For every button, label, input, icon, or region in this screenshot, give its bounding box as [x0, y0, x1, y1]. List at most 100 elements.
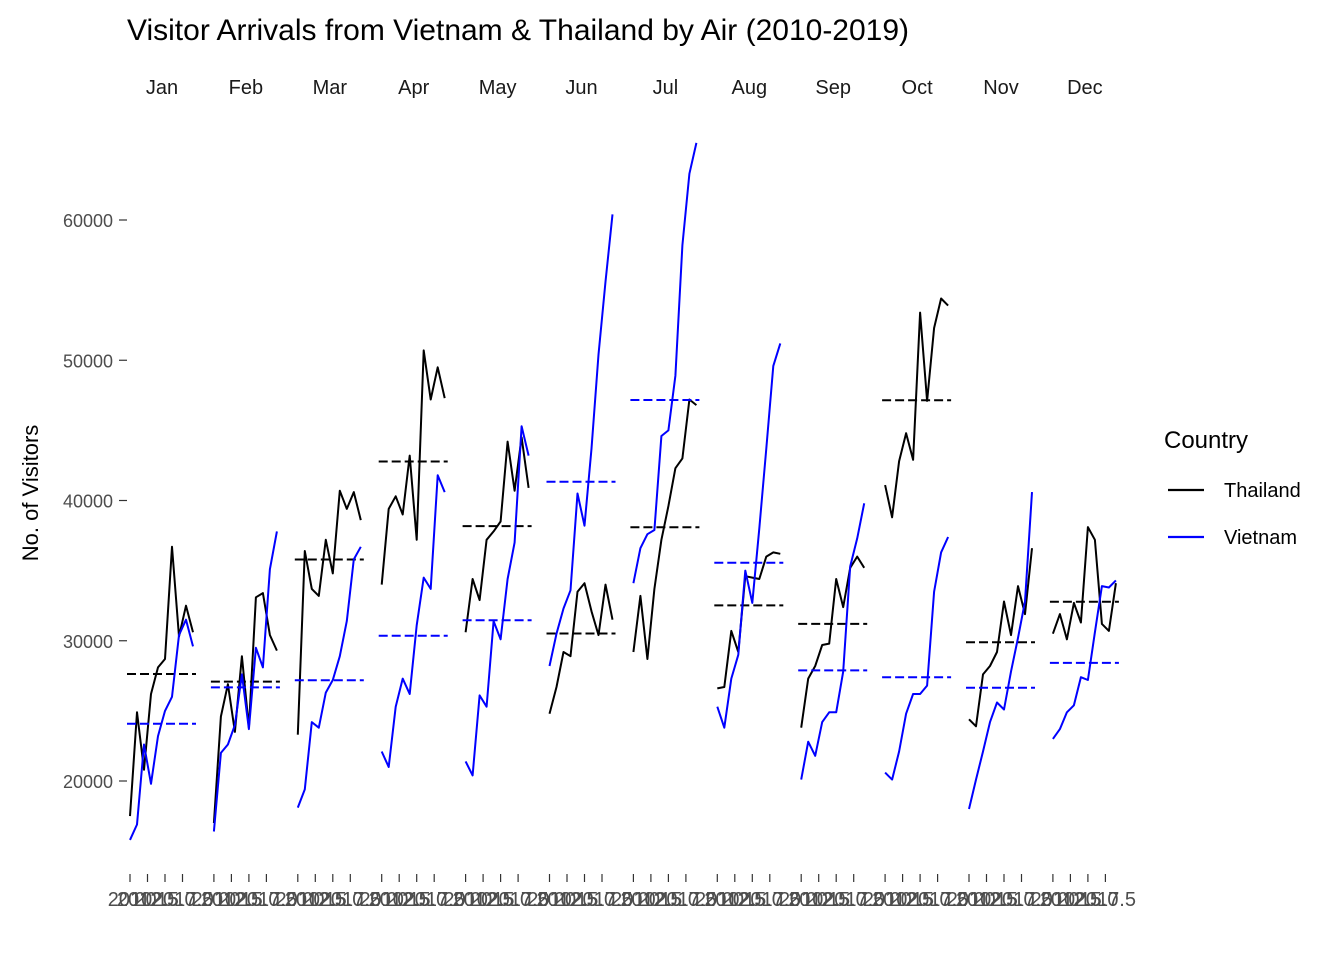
x-tick-label: 2017.5 [320, 889, 381, 911]
x-tick-label: 2017.5 [488, 889, 549, 911]
x-tick-label: 2017.5 [1075, 889, 1136, 911]
legend-label-thailand: Thailand [1224, 480, 1301, 502]
x-tick-label: 2017.5 [152, 889, 213, 911]
line-thailand-oct [884, 297, 949, 519]
line-thailand-apr [380, 349, 446, 585]
strip-label-oct: Oct [902, 77, 934, 99]
x-tick-label: 2012.5 [117, 889, 178, 911]
x-tick-label: 2012.5 [453, 889, 514, 911]
line-vietnam-jun [548, 214, 614, 667]
x-tick-label: 2015.0 [470, 889, 531, 911]
x-tick-label: 2017.5 [991, 889, 1052, 911]
line-vietnam-dec [1052, 579, 1117, 740]
x-tick-label: 2010 [611, 889, 656, 911]
x-tick-label: 2015.0 [722, 889, 783, 911]
x-tick-label: 2015.0 [638, 889, 699, 911]
x-tick-label: 2017.5 [655, 889, 716, 911]
line-vietnam-feb [212, 531, 278, 832]
x-tick-label: 2010 [947, 889, 992, 911]
line-thailand-dec [1051, 526, 1117, 641]
strip-label-jul: Jul [653, 77, 679, 99]
line-thailand-sep [800, 555, 866, 728]
x-tick-label: 2012.5 [536, 889, 597, 911]
x-tick-label: 2012.5 [872, 889, 933, 911]
x-tick-label: 2017.5 [571, 889, 632, 911]
x-tick-label: 2015.0 [386, 889, 447, 911]
facet-strip-labels: Jan Feb Mar Apr May Jun Jul Aug Sep Oct Nov Dec [146, 77, 1103, 99]
x-tick-label: 2017.5 [907, 889, 968, 911]
y-tick-label: 30000 [63, 632, 113, 652]
legend-title: Country [1164, 427, 1248, 454]
line-vietnam-jul [632, 142, 698, 584]
legend: Country Thailand Vietnam [1164, 427, 1301, 549]
x-tick-label: 2012.5 [620, 889, 681, 911]
strip-label-dec: Dec [1067, 77, 1103, 99]
line-vietnam-apr [380, 474, 446, 768]
strip-label-jan: Jan [146, 77, 178, 99]
x-tick-label: 2010 [863, 889, 908, 911]
line-thailand-jan [129, 545, 194, 817]
x-tick-label: 2010 [108, 889, 153, 911]
line-thailand-mar [296, 489, 362, 735]
line-thailand-jun [548, 582, 614, 714]
strip-label-aug: Aug [732, 77, 768, 99]
line-vietnam-mar [296, 546, 362, 808]
x-tick-label: 2010 [192, 889, 237, 911]
y-tick-label: 20000 [63, 772, 113, 792]
line-vietnam-jan [129, 618, 194, 841]
line-vietnam-oct [884, 536, 950, 781]
x-tick-label: 2010 [359, 889, 404, 911]
x-tick-label: 2012.5 [369, 889, 430, 911]
line-vietnam-aug [716, 343, 782, 729]
x-tick-label: 2012.5 [788, 889, 849, 911]
x-tick-label: 2015.0 [554, 889, 615, 911]
x-tick-label: 2010 [527, 889, 572, 911]
x-tick-label: 2015.0 [890, 889, 951, 911]
x-tick-label: 2015.0 [134, 889, 195, 911]
line-vietnam-may [464, 425, 530, 777]
legend-label-vietnam: Vietnam [1224, 527, 1297, 549]
line-vietnam-nov [968, 492, 1033, 810]
strip-label-may: May [479, 77, 517, 99]
y-tick-label: 40000 [63, 492, 113, 512]
line-thailand-jul [632, 398, 698, 660]
strip-label-feb: Feb [229, 77, 263, 99]
line-thailand-aug [717, 551, 781, 690]
x-tick-label: 2017.5 [739, 889, 800, 911]
strip-label-mar: Mar [313, 77, 348, 99]
line-thailand-may [464, 436, 530, 633]
y-axis-title: No. of Visitors [18, 425, 43, 562]
x-tick-label: 2015.0 [218, 889, 279, 911]
chart-title: Visitor Arrivals from Vietnam & Thailand… [127, 14, 909, 47]
strip-label-jun: Jun [565, 77, 597, 99]
x-tick-label: 2017.5 [404, 889, 465, 911]
x-tick-label: 2012.5 [956, 889, 1017, 911]
x-tick-label: 2015.0 [1057, 889, 1118, 911]
x-tick-label: 2017.5 [236, 889, 297, 911]
x-tick-label: 2010 [695, 889, 740, 911]
x-tick-label: 2012.5 [201, 889, 262, 911]
x-tick-label: 2012.5 [285, 889, 346, 911]
y-tick-label: 50000 [63, 351, 113, 371]
x-tick-label: 2015.0 [973, 889, 1034, 911]
x-tick-label: 2010 [1031, 889, 1076, 911]
x-tick-label: 2010 [779, 889, 824, 911]
line-vietnam-sep [800, 503, 866, 780]
series-thailand [127, 297, 1119, 824]
y-tick-label: 60000 [63, 211, 113, 231]
x-tick-label: 2017.5 [823, 889, 884, 911]
strip-label-nov: Nov [983, 77, 1019, 99]
series-vietnam [127, 142, 1119, 841]
x-tick-label: 2015.0 [806, 889, 867, 911]
x-tick-label: 2012.5 [1040, 889, 1101, 911]
x-tick-label: 2010 [443, 889, 488, 911]
plot-area [127, 142, 1119, 841]
x-tick-label: 2012.5 [704, 889, 765, 911]
line-thailand-nov [968, 548, 1033, 728]
x-tick-label: 2015.0 [302, 889, 363, 911]
strip-label-sep: Sep [815, 77, 851, 99]
x-axis: 20102012.52015.02017.520102012.52015.020… [108, 874, 1136, 911]
y-axis: 20000 30000 40000 50000 60000 [63, 211, 127, 792]
strip-label-apr: Apr [398, 77, 429, 99]
